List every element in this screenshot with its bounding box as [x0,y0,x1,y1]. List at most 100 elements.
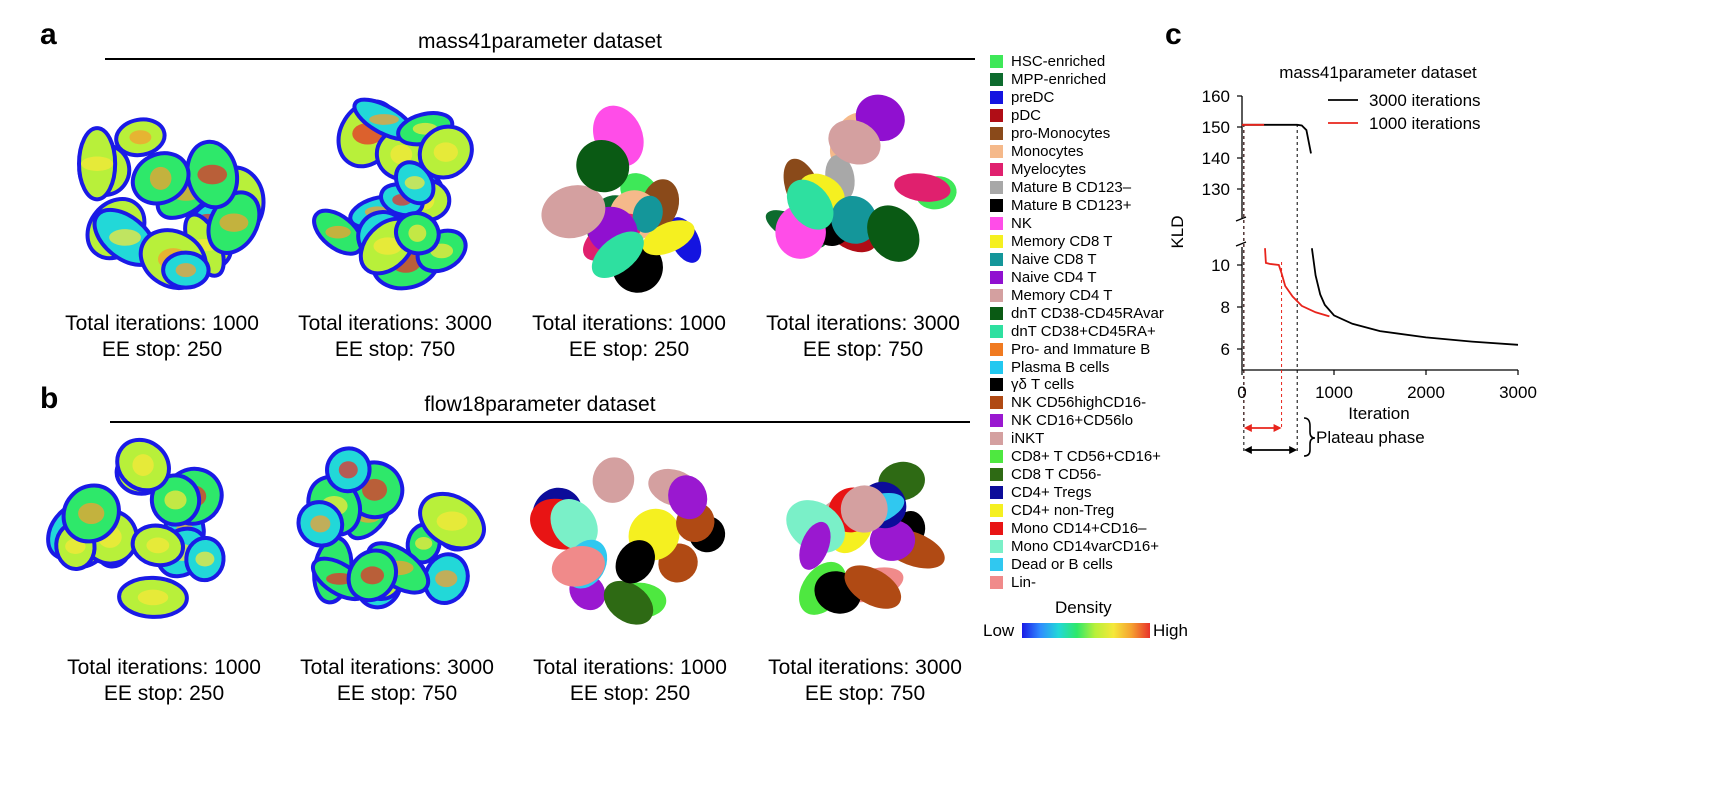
panel-a-legend-label: dnT CD38-CD45RAvar [1011,304,1164,322]
panel-b-legend-label: Dead or B cells [1011,555,1113,573]
panel-a-legend-item: Myelocytes [990,160,1164,178]
panel-a-legend-label: Memory CD8 T [1011,232,1113,250]
panel-a-tsne-cluster [591,231,644,279]
panel-b-tsne-cluster-core [132,454,154,476]
panel-a-tsne-cluster-core [404,176,425,190]
panel-b-legend-swatch [990,377,1003,391]
panel-a-legend-label: preDC [1011,88,1055,106]
panel-b-legend-swatch [990,503,1003,517]
panel-a-legend-item: dnT CD38+CD45RA+ [990,322,1164,340]
x-tick-label: 2000 [1407,383,1445,402]
panel-b-legend-swatch [990,557,1003,571]
y-axis-label: KLD [1168,215,1187,248]
panel-b-legend: γδ T cells NK CD56highCD16- NK CD16+CD56lo… [990,375,1161,591]
panel-b-legend-item: iNKT [990,429,1161,447]
panel-a-legend-item: NK [990,214,1164,232]
panel-b-tsne-cluster [615,540,655,584]
panel-b-legend-item: CD8 T CD56- [990,465,1161,483]
panel-b-legend-swatch [990,575,1003,589]
panel-b-caption-iterations: Total iterations: 3000 [300,656,494,679]
panel-a-legend-label: dnT CD38+CD45RA+ [1011,322,1156,340]
panel-a-legend-swatch [990,324,1003,338]
density-colorbar [1022,623,1150,638]
panel-a-caption-ee-stop: EE stop: 750 [334,338,456,361]
panel-b-caption: Total iterations: 3000 EE stop: 750 [277,655,517,707]
panel-a-legend-label: Memory CD4 T [1011,286,1113,304]
chart-title: mass41parameter dataset [1279,63,1477,82]
y-tick-label: 140 [1202,149,1230,168]
panel-b-legend-item: CD4+ Tregs [990,483,1161,501]
plateau-arrow-red-head [1243,424,1252,432]
panel-b-tsne-plot [530,457,726,625]
panel-a-title: mass41parameter dataset [418,30,662,53]
panel-a-legend-label: NK [1011,214,1032,232]
panel-b-legend-swatch [990,467,1003,481]
panel-a-tsne-plot [541,105,702,293]
panel-a-legend-item: pro-Monocytes [990,124,1164,142]
panel-a-legend-label: Pro- and Immature B [1011,340,1151,358]
panel-a-legend: HSC-enriched MPP-enriched preDC pDC pro-Mono… [990,52,1164,376]
panel-b-legend-swatch [990,449,1003,463]
panel-a-legend-label: Myelocytes [1011,160,1087,178]
panel-b-tsne-cluster [869,519,916,561]
x-axis-label: Iteration [1348,404,1409,423]
panel-a-tsne-cluster [576,139,630,193]
panel-b-legend-label: iNKT [1011,429,1045,447]
panel-a-tsne-cluster [831,195,877,244]
panel-b-tsne-cluster [551,546,605,587]
y-tick-label: 6 [1221,340,1230,359]
panel-a-tsne-cluster [828,119,881,165]
panel-b-legend-item: NK CD16+CD56lo [990,411,1161,429]
panel-b-legend-item: Mono CD14varCD16+ [990,537,1161,555]
panel-b-legend-swatch [990,413,1003,427]
panel-b-tsne-cluster-core [195,551,215,567]
panel-a-tsne-cluster-core [149,166,172,190]
panel-b-tsne-cluster [799,521,831,570]
panel-b-tsne-cluster-core [436,511,468,531]
chart-legend-label: 1000 iterations [1369,114,1481,133]
panel-a-legend-item: Monocytes [990,142,1164,160]
panel-a-legend-item: Memory CD8 T [990,232,1164,250]
panel-a-tsne-plot [312,97,474,291]
panel-b-title-rule [110,421,970,423]
panel-b-legend-swatch [990,521,1003,535]
density-high-label: High [1153,621,1188,640]
panel-b-tsne-cluster-core [435,570,458,588]
panel-a-legend-item: Naive CD8 T [990,250,1164,268]
panel-a-tsne-cluster [867,205,920,262]
panel-a-legend-swatch [990,306,1003,320]
panel-b-caption: Total iterations: 1000 EE stop: 250 [44,655,284,707]
panel-b-caption-ee-stop: EE stop: 750 [336,682,458,705]
panel-b-caption: Total iterations: 3000 EE stop: 750 [745,655,985,707]
panel-a-legend-label: Naive CD8 T [1011,250,1097,268]
panel-b-caption-iterations: Total iterations: 1000 [67,656,261,679]
panel-b-legend-label: CD8+ T CD56+CD16+ [1011,447,1161,465]
panel-a-tsne-plot [765,94,957,262]
panel-b-tsne-plot [296,446,486,610]
panel-a-legend-item: Mature B CD123+ [990,196,1164,214]
panel-a-tsne-cluster-core [325,225,351,239]
density-low-label: Low [983,621,1015,640]
panel-b-tsne-plot [786,461,945,615]
panel-a-letter: a [40,18,57,51]
panel-a-legend-swatch [990,126,1003,140]
panel-a-legend-item: preDC [990,88,1164,106]
panel-a-tsne-cluster [786,179,834,230]
panel-b-legend-label: NK CD56highCD16- [1011,393,1147,411]
panel-a-tsne-cluster [541,185,606,239]
plateau-brace [1303,417,1316,457]
panel-a-legend-swatch [990,180,1003,194]
x-tick-label: 3000 [1499,383,1537,402]
panel-b-legend-item: Lin- [990,573,1161,591]
panel-a-tsne-cluster [632,195,663,233]
panel-b-tsne-cluster-core [137,589,169,606]
panel-b-legend-label: Mono CD14varCD16+ [1011,537,1159,555]
panel-a-tsne-plot [77,117,266,291]
panel-b-legend-swatch [990,395,1003,409]
panel-a-legend-label: Monocytes [1011,142,1084,160]
panel-c-letter: c [1165,18,1182,51]
panel-b-legend-item: CD4+ non-Treg [990,501,1161,519]
panel-b-legend-swatch [990,539,1003,553]
panel-b-tsne-cluster [844,565,902,609]
panel-a-tsne-cluster-core [197,164,228,185]
